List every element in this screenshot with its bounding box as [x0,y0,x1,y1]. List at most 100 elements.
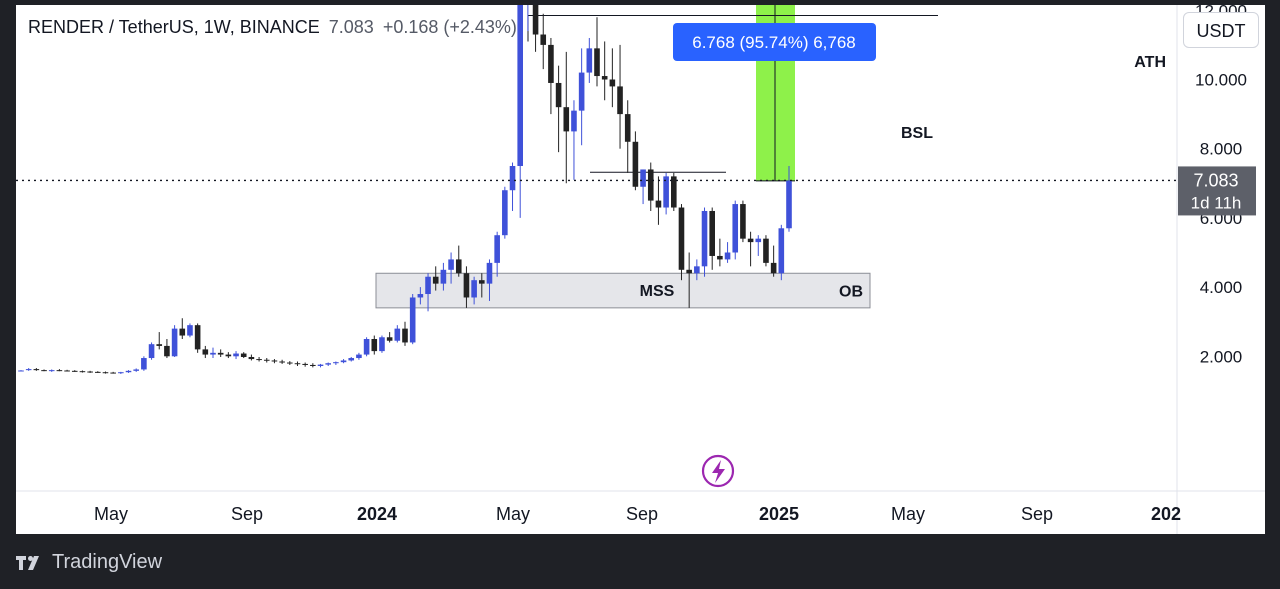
candle-body[interactable] [340,360,347,363]
candle-body[interactable] [555,82,562,108]
candle-body[interactable] [248,356,255,360]
candle-body[interactable] [647,169,654,201]
candle-body[interactable] [187,325,193,336]
candle-body[interactable] [164,345,170,357]
candle-body[interactable] [64,370,70,372]
candle-body[interactable] [217,352,224,355]
candle-body[interactable] [118,372,124,374]
candle-body[interactable] [402,328,408,343]
candle-body[interactable] [609,79,616,87]
candle-body[interactable] [25,369,32,371]
candle-body[interactable] [179,328,186,336]
candle-body[interactable] [294,363,301,365]
candle-body[interactable] [540,34,547,45]
chart-frame[interactable]: OB 6.768 (95.74%) 6,768 ATH BSL MSS 2.000 4.00… [16,5,1265,534]
candle-body[interactable] [709,210,715,256]
candle-body[interactable] [18,370,24,372]
candle-body[interactable] [578,72,585,111]
candle-body[interactable] [455,259,462,274]
candle-body[interactable] [509,166,516,191]
candle-body[interactable] [317,364,324,366]
candle-body[interactable] [747,238,754,243]
candle-body[interactable] [141,358,147,370]
candle-body[interactable] [548,44,554,83]
candle-body[interactable] [356,354,362,359]
candle-body[interactable] [701,210,708,267]
candle-body[interactable] [56,370,63,372]
candle-body[interactable] [440,269,447,284]
candle-body[interactable] [740,204,746,239]
candle-body[interactable] [463,273,470,298]
candle-body[interactable] [632,141,639,187]
candle-body[interactable] [233,353,239,357]
candle-body[interactable] [333,362,339,364]
candle-body[interactable] [225,354,232,357]
candle-body[interactable] [448,259,454,270]
candle-body[interactable] [33,369,40,371]
candle-body[interactable] [310,364,316,366]
candle-body[interactable] [594,48,600,77]
candle-body[interactable] [363,339,370,355]
candle-body[interactable] [348,358,355,361]
candle-body[interactable] [148,344,155,359]
candle-body[interactable] [617,86,623,115]
candle-body[interactable] [763,238,769,263]
candle-body[interactable] [263,359,270,361]
tradingview-logo[interactable]: TradingView [16,551,162,574]
candle-body[interactable] [87,371,93,373]
candle-body[interactable] [194,325,201,350]
candle-body[interactable] [409,297,416,343]
candle-body[interactable] [210,352,216,355]
candle-body[interactable] [240,353,247,357]
candle-body[interactable] [417,294,424,298]
candle-body[interactable] [502,190,508,236]
candle-body[interactable] [624,114,631,142]
candle-body[interactable] [325,363,331,365]
candle-body[interactable] [532,5,539,35]
candle-body[interactable] [71,370,78,372]
candle-body[interactable] [694,266,700,274]
candle-body[interactable] [640,169,646,187]
candle-body[interactable] [133,369,139,371]
chart-plot[interactable]: OB 6.768 (95.74%) 6,768 ATH BSL MSS 2.000 4.00… [16,5,1265,534]
candle-body[interactable] [287,362,293,364]
candle-body[interactable] [48,370,55,372]
candle-body[interactable] [724,252,731,260]
candle-body[interactable] [110,372,116,374]
candle-body[interactable] [279,361,285,363]
candle-body[interactable] [156,344,163,346]
candle-body[interactable] [202,349,209,355]
candle-body[interactable] [601,76,608,80]
candle-body[interactable] [256,359,262,361]
candle-body[interactable] [770,262,777,274]
ob-zone[interactable] [375,272,871,309]
candle-body[interactable] [732,204,739,253]
candle-body[interactable] [432,276,439,284]
candle-body[interactable] [171,328,178,357]
candle-body[interactable] [678,207,685,270]
candle-body[interactable] [517,5,523,167]
candle-body[interactable] [95,371,101,373]
candle-body[interactable] [271,360,278,362]
candle-body[interactable] [379,337,385,352]
candle-body[interactable] [479,280,485,284]
candle-body[interactable] [786,180,792,229]
candle-body[interactable] [102,372,109,374]
candle-body[interactable] [663,176,669,208]
candle-body[interactable] [425,276,431,295]
candle-body[interactable] [394,328,401,341]
candle-body[interactable] [571,110,577,132]
candle-body[interactable] [471,280,477,298]
currency-button[interactable]: USDT [1183,12,1259,48]
candle-body[interactable] [563,107,570,132]
candle-body[interactable] [41,370,47,372]
candle-body[interactable] [671,176,677,208]
candle-body[interactable] [486,262,493,284]
symbol-title[interactable]: RENDER / TetherUS, 1W, BINANCE [28,17,320,37]
candle-body[interactable] [302,363,308,365]
candle-body[interactable] [371,339,378,352]
candle-body[interactable] [717,255,723,260]
candle-body[interactable] [386,337,393,341]
candle-body[interactable] [494,235,500,263]
candle-body[interactable] [79,371,86,373]
